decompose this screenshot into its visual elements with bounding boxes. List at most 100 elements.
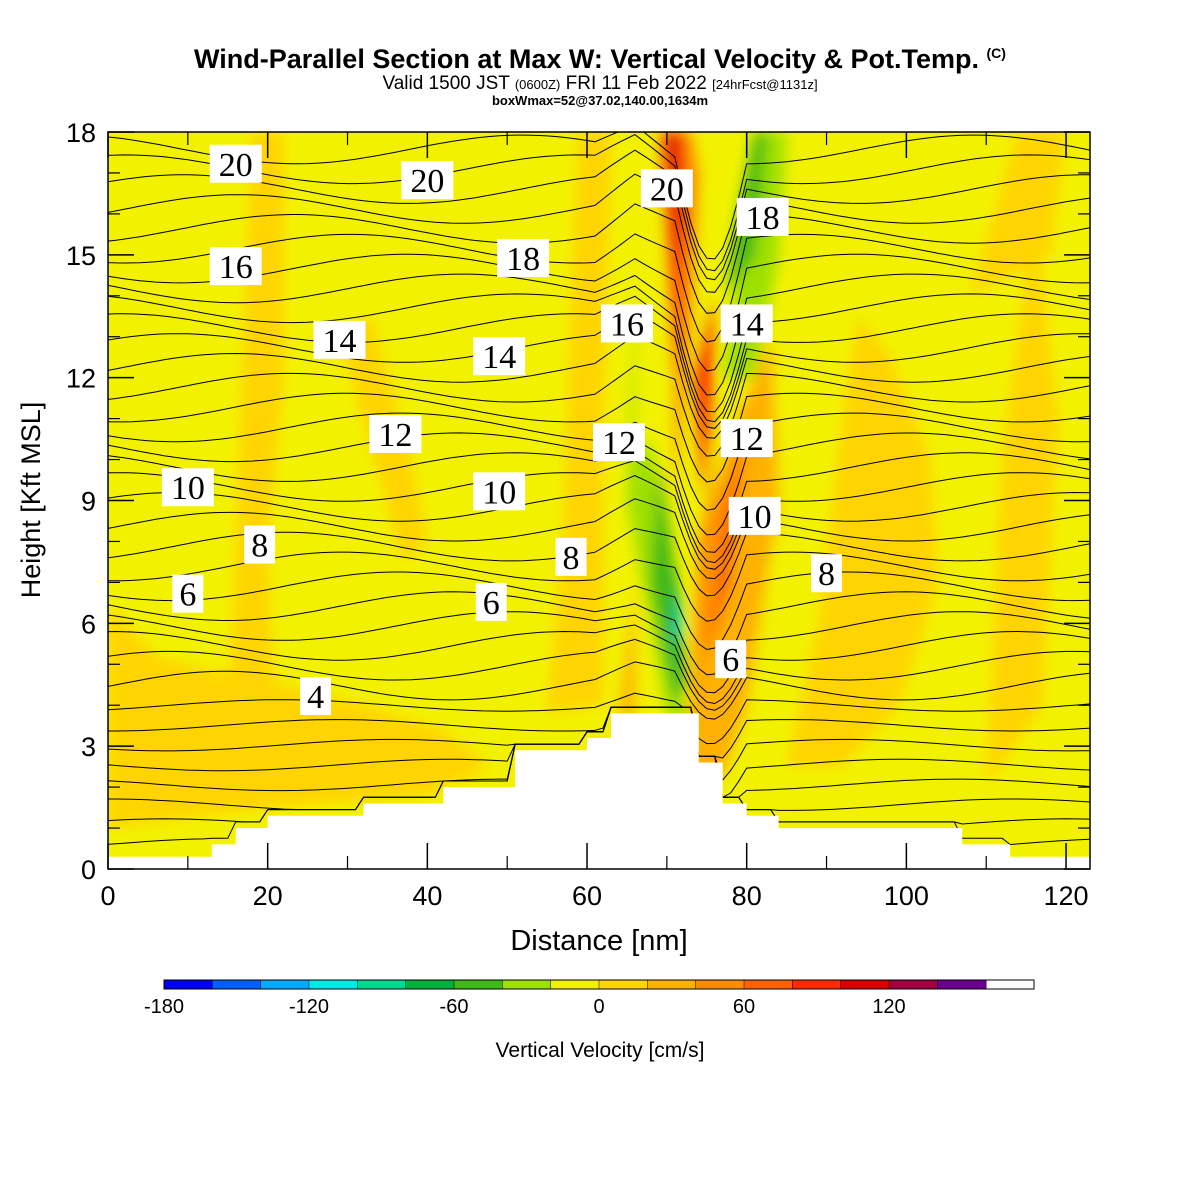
contour-label: 16 <box>600 304 653 343</box>
colorbar-tick-label: -60 <box>440 996 469 1018</box>
contour-label: 14 <box>473 337 526 376</box>
shade-top-east <box>970 132 1067 296</box>
contour-label-box <box>811 554 843 593</box>
isentrope-line <box>108 311 1090 429</box>
isentrope-line <box>108 392 1090 483</box>
contour-label-text: 4 <box>307 679 324 716</box>
contour-label-box <box>640 169 693 208</box>
colorbar-swatch <box>357 979 407 990</box>
shade-east-broad <box>786 316 939 767</box>
contour-label: 8 <box>244 525 276 565</box>
colorbar-swatch <box>840 979 890 990</box>
contour-label: 10 <box>161 468 214 507</box>
isentrope-line <box>108 273 1090 396</box>
y-tick-label: 12 <box>66 364 96 394</box>
contour-label-box <box>313 320 366 359</box>
contour-label: 6 <box>715 640 747 679</box>
contour-label: 8 <box>811 554 843 593</box>
isentrope-line <box>108 706 1090 782</box>
colorbar-swatch <box>792 979 842 990</box>
contour-label-box <box>209 247 262 286</box>
y-tick-label: 0 <box>81 855 96 885</box>
isentrope-line <box>108 638 1090 711</box>
contour-label-text: 16 <box>219 249 253 286</box>
x-tick-label: 80 <box>732 881 762 911</box>
colorbar-swatch <box>212 979 262 990</box>
contour-label-box <box>600 304 653 343</box>
x-axis-label: Distance [nm] <box>510 925 687 957</box>
contour-label-text: 6 <box>483 585 500 622</box>
colorbar-swatch <box>453 979 504 990</box>
isentrope-line <box>108 661 1090 720</box>
colorbar-swatch <box>743 979 794 990</box>
contour-label: 20 <box>401 161 454 200</box>
contour-label-box <box>473 472 526 511</box>
box-wmax-info: boxWmax=52@37.02,140.00,1634m <box>491 93 709 108</box>
contour-label-text: 8 <box>563 540 580 577</box>
colorbar-swatch <box>550 979 600 990</box>
contour-label-box <box>736 197 789 236</box>
isentrope-line <box>108 571 1090 651</box>
contour-label-text: 12 <box>730 421 764 458</box>
contour-label-text: 16 <box>610 306 644 343</box>
forecast-info: [24hrFcst@1131z] <box>712 77 818 92</box>
contour-label-text: 8 <box>818 556 835 593</box>
y-tick-label: 3 <box>81 732 96 762</box>
valid-date: FRI 11 Feb 2022 <box>565 73 707 94</box>
shade-lowlevel-west <box>108 606 492 829</box>
contour-label: 18 <box>497 238 550 278</box>
contour-label: 12 <box>369 414 422 454</box>
colorbar-tick-label: 120 <box>872 996 905 1018</box>
isentrope-line <box>108 132 1090 260</box>
isentrope-line <box>108 498 1090 580</box>
contour-label: 6 <box>172 574 204 614</box>
contour-label-box <box>592 423 645 462</box>
contour-label-text: 6 <box>722 642 739 679</box>
contour-label-text: 20 <box>650 171 684 208</box>
contour-label-box <box>715 640 747 679</box>
contour-label: 6 <box>475 582 507 622</box>
isentrope-line <box>108 624 1090 705</box>
contour-label-box <box>497 238 550 277</box>
colorbar-swatch <box>598 979 649 990</box>
contour-label-text: 20 <box>219 147 253 184</box>
isentrope-line <box>108 134 1090 272</box>
x-tick-label: 20 <box>253 881 283 911</box>
shade-west-column <box>227 132 284 747</box>
contour-label: 20 <box>640 169 693 208</box>
valid-utc: (0600Z) <box>514 77 561 92</box>
colorbar-swatch <box>405 979 455 990</box>
contour-label-box <box>172 574 204 613</box>
contour-label-text: 18 <box>746 200 780 237</box>
contour-label-text: 18 <box>506 241 540 278</box>
plot-area <box>108 132 1090 869</box>
contour-label: 10 <box>728 496 781 536</box>
contour-label-text: 14 <box>730 306 764 343</box>
colorbar-tick-label: 60 <box>733 996 755 1018</box>
y-tick-label: 9 <box>81 487 96 517</box>
contour-label: 4 <box>300 677 332 716</box>
shade-updraft-lower <box>694 295 715 501</box>
contour-label-text: 8 <box>251 528 268 565</box>
contour-label: 14 <box>720 304 773 343</box>
contour-label-box <box>161 468 214 507</box>
contour-label: 20 <box>209 144 262 184</box>
colorbar-swatch <box>260 979 310 990</box>
contour-label: 12 <box>592 423 645 462</box>
contour-label-text: 12 <box>602 425 636 462</box>
contour-label-box <box>244 525 276 564</box>
x-tick-label: 40 <box>412 881 442 911</box>
contour-label-box <box>475 582 507 621</box>
isentrope-line <box>108 460 1090 564</box>
contour-label-box <box>728 496 781 535</box>
contour-label-text: 10 <box>482 474 516 511</box>
shade-lee-weak <box>618 582 635 718</box>
shade-east-column <box>986 213 1059 788</box>
colorbar-label: Vertical Velocity [cm/s] <box>496 1039 705 1062</box>
isentrope-line <box>108 365 1090 457</box>
contour-label-box <box>720 419 773 458</box>
terrain-silhouette <box>108 713 1090 869</box>
isentrope-line <box>108 253 1090 372</box>
contour-label-text: 20 <box>410 163 444 200</box>
isentrope-line <box>108 706 1090 759</box>
